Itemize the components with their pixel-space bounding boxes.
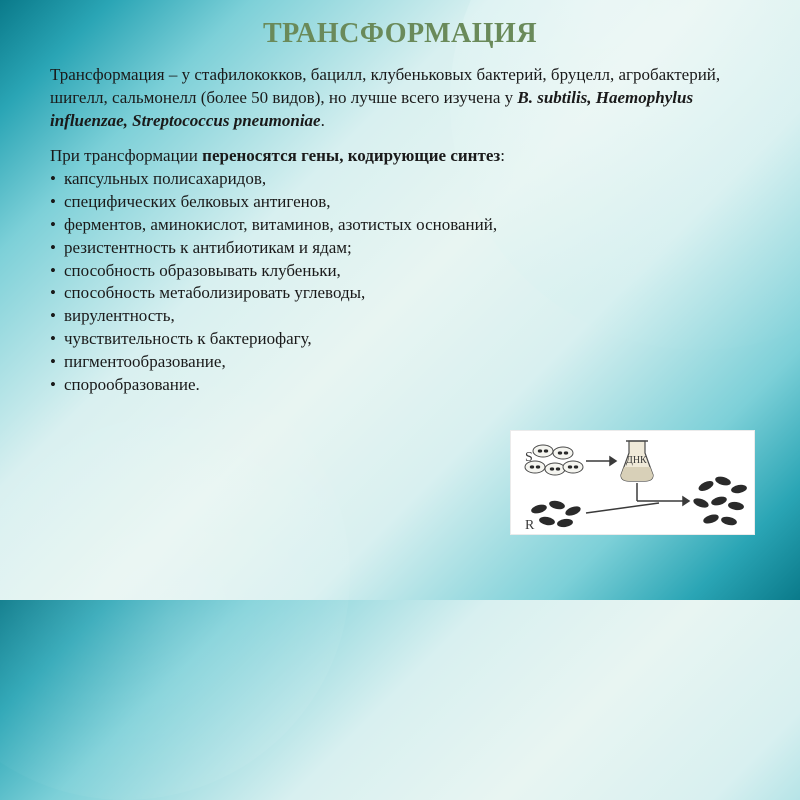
list-item: спорообразование. <box>50 374 750 397</box>
arrow-to-product <box>661 497 689 505</box>
list-item: вирулентность, <box>50 305 750 328</box>
list-header-bold: переносятся гены, кодирующие синтез <box>202 146 500 165</box>
bullet-list: капсульных полисахаридов, специфических … <box>50 168 750 397</box>
list-item: специфических белковых антигенов, <box>50 191 750 214</box>
label-r: R <box>525 518 535 533</box>
r-bacteria-cluster <box>530 499 582 528</box>
list-item: способность метаболизировать углеводы, <box>50 282 750 305</box>
slide-title: ТРАНСФОРМАЦИЯ <box>50 18 750 50</box>
arrow-s-to-flask <box>586 457 616 465</box>
list-item: способность образовывать клубеньки, <box>50 260 750 283</box>
s-bacteria-cluster <box>525 445 583 475</box>
list-header: При трансформации переносятся гены, коди… <box>50 145 750 168</box>
product-bacteria-cluster <box>692 475 747 527</box>
diagram-svg: S ДНК <box>511 431 756 536</box>
list-item: пигментообразование, <box>50 351 750 374</box>
background-arc-bottom <box>0 350 350 800</box>
arrow-r-to-mix <box>586 503 659 513</box>
slide-content: ТРАНСФОРМАЦИЯ Трансформация – у стафилок… <box>0 0 800 417</box>
list-header-suffix: : <box>500 146 505 165</box>
list-header-prefix: При трансформации <box>50 146 202 165</box>
label-dna: ДНК <box>626 455 647 466</box>
intro-suffix: . <box>321 111 325 130</box>
list-item: резистентность к антибиотикам и ядам; <box>50 237 750 260</box>
intro-paragraph: Трансформация – у стафилококков, бацилл,… <box>50 64 750 133</box>
transformation-diagram: S ДНК <box>510 430 755 535</box>
list-item: чувствительность к бактериофагу, <box>50 328 750 351</box>
arrow-flask-down <box>637 483 661 501</box>
list-item: капсульных полисахаридов, <box>50 168 750 191</box>
list-item: ферментов, аминокислот, витаминов, азоти… <box>50 214 750 237</box>
